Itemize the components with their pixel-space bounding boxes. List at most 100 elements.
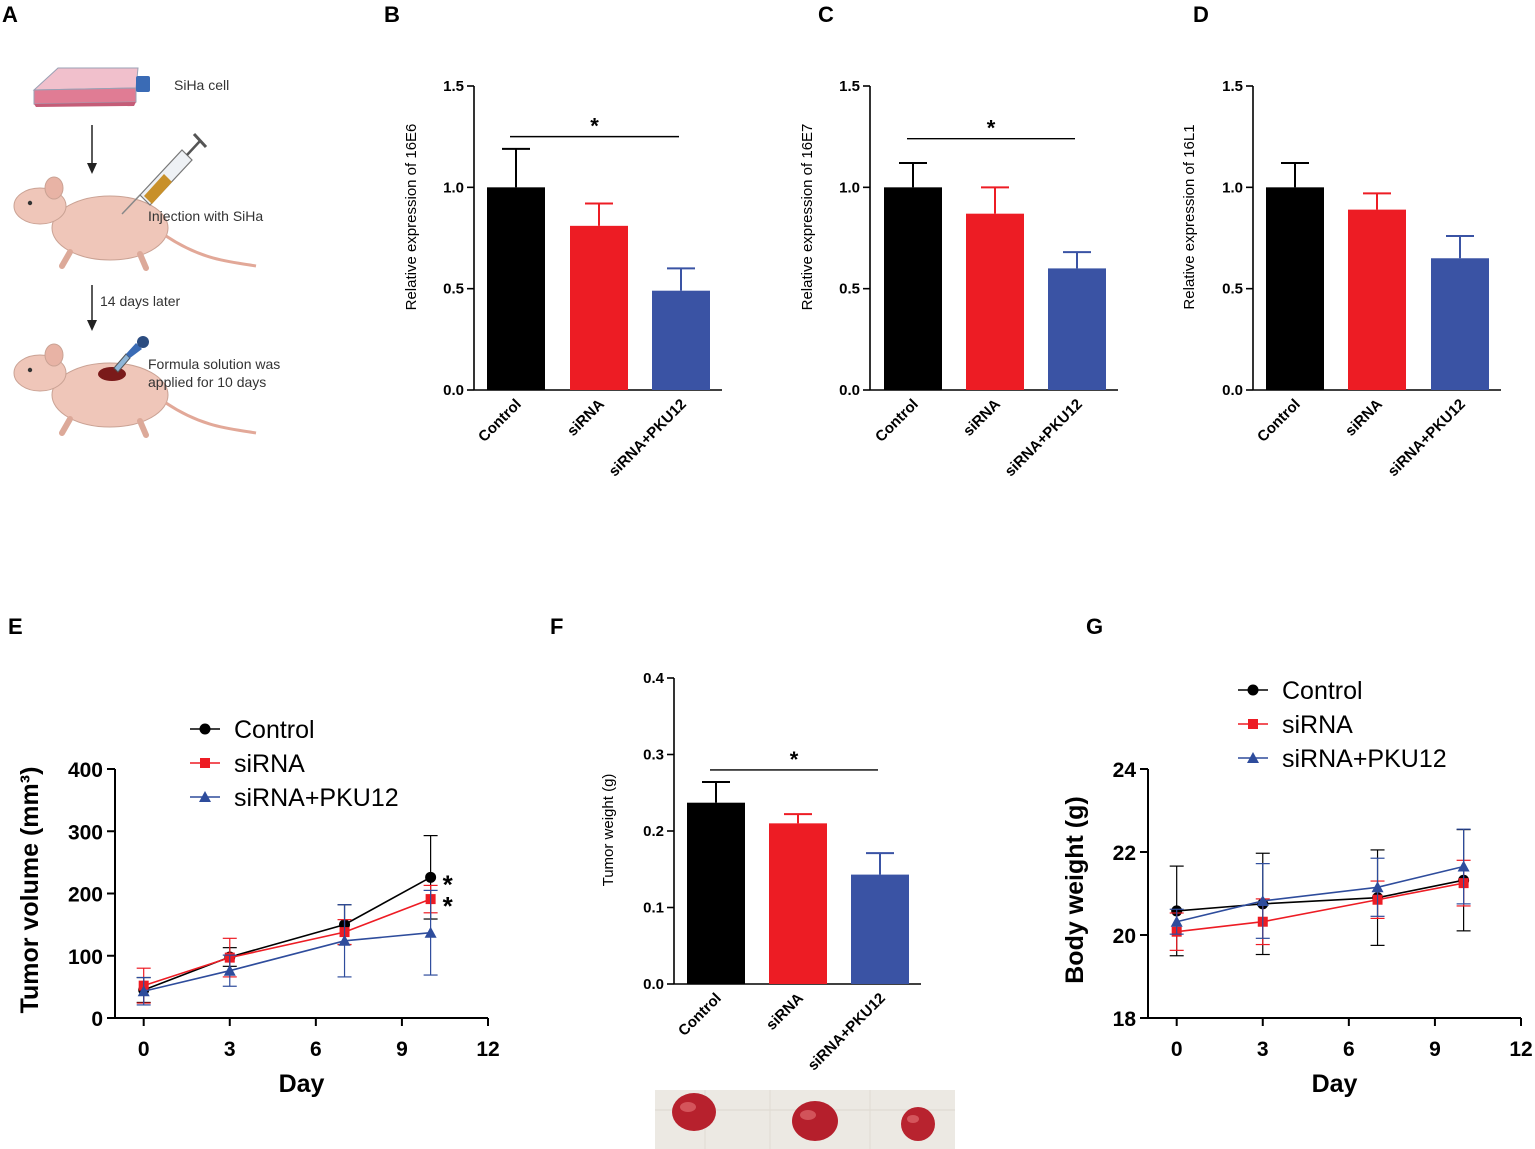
bar-chart-f: 0.0 0.1 0.2 0.3 0.4 Tumor weight (g) Control si… — [600, 670, 921, 1074]
y-tick-label: 0.5 — [443, 281, 464, 298]
down-arrow-icon — [87, 125, 97, 174]
x-category-label: siRNA — [763, 990, 807, 1034]
x-tick-label: 3 — [1257, 1038, 1269, 1061]
y-tick-label: 1.5 — [443, 78, 464, 95]
dropper-icon — [113, 336, 149, 373]
series-sirna — [1169, 859, 1471, 951]
bar-control — [487, 187, 545, 390]
y-tick-label: 0 — [91, 1008, 103, 1031]
schematic-interval: 14 days later — [100, 293, 180, 309]
tumor-photo — [655, 1090, 955, 1149]
legend-marker — [1247, 752, 1259, 763]
series-line — [1176, 882, 1464, 933]
x-category-label: Control — [475, 396, 525, 446]
data-point — [1457, 860, 1470, 872]
y-tick-label: 0.2 — [643, 823, 664, 840]
series-line — [143, 898, 431, 987]
legend-marker — [199, 723, 211, 735]
y-tick-label: 300 — [68, 821, 103, 844]
panel-label-d: D — [1193, 2, 1209, 27]
x-tick-label: 12 — [476, 1038, 499, 1061]
legend-label: siRNA — [1282, 711, 1353, 739]
x-tick-label: 6 — [1343, 1038, 1355, 1061]
schematic-step-formula-1: Formula solution was — [148, 356, 280, 372]
y-tick-label: 1.5 — [839, 78, 860, 95]
schematic-step-injection: Injection with SiHa — [148, 208, 263, 224]
x-category-label: Control — [872, 396, 922, 446]
y-axis-label: Relative expression of 16E7 — [799, 124, 816, 311]
syringe-icon — [121, 132, 208, 215]
bar-sirna-pku12 — [652, 290, 710, 390]
bar-control — [1266, 187, 1324, 390]
series-line — [1176, 879, 1464, 912]
significance-star: * — [443, 891, 454, 921]
legend-label: siRNA+PKU12 — [1282, 745, 1447, 773]
data-point — [1170, 915, 1183, 927]
x-category-label: siRNA — [564, 396, 608, 440]
x-tick-label: 0 — [1171, 1038, 1183, 1061]
bar-sirna-pku12 — [1048, 268, 1106, 390]
data-point — [425, 871, 437, 883]
series-control — [1169, 828, 1471, 957]
charts-layer: 0.0 0.5 1.0 1.5 Relative expression of 16E6 C… — [16, 78, 1533, 1098]
legend-label: Control — [234, 716, 315, 744]
line-chart-e: 0 100 200 300 400 0 3 6 9 12 Day Tumor volume (mm³)… — [16, 716, 500, 1098]
y-tick-label: 0.0 — [643, 976, 664, 993]
y-tick-label: 100 — [68, 946, 103, 969]
y-tick-label: 0.0 — [1222, 382, 1243, 399]
schematic-step-cell: SiHa cell — [174, 77, 229, 93]
mouse-icon — [13, 343, 257, 438]
bar-sirna — [769, 823, 827, 984]
y-tick-label: 400 — [68, 759, 103, 782]
mouse-icon — [13, 176, 257, 271]
line-chart-g: 18 20 22 24 0 3 6 9 12 Day Body weight (g) Control s… — [1061, 677, 1533, 1098]
panel-label-e: E — [8, 614, 23, 639]
y-axis-label: Relative expression of 16L1 — [1181, 124, 1198, 309]
series-control — [136, 835, 438, 1004]
y-tick-label: 0.1 — [643, 900, 664, 917]
data-point — [223, 964, 236, 976]
series-line — [143, 931, 431, 993]
down-arrow-icon — [87, 285, 97, 331]
x-axis-label: Day — [1312, 1070, 1358, 1098]
bar-chart-c: 0.0 0.5 1.0 1.5 Relative expression of 16E7 C… — [799, 78, 1118, 480]
cell-flask-icon — [32, 67, 150, 107]
x-tick-label: 0 — [138, 1038, 150, 1061]
x-category-label: siRNA+PKU12 — [1385, 396, 1469, 480]
x-category-label: siRNA — [1342, 396, 1386, 440]
y-tick-label: 22 — [1113, 842, 1136, 865]
data-point — [137, 985, 150, 997]
bar-sirna — [966, 213, 1024, 390]
bar-chart-b: 0.0 0.5 1.0 1.5 Relative expression of 16E6 C… — [403, 78, 722, 480]
legend-label: siRNA+PKU12 — [234, 784, 399, 812]
series-sirna-pku12 — [136, 889, 438, 1006]
data-point — [424, 926, 437, 938]
bar-sirna-pku12 — [851, 874, 909, 984]
series-line — [1176, 865, 1464, 923]
y-axis-label: Body weight (g) — [1061, 796, 1089, 983]
y-tick-label: 0.0 — [839, 382, 860, 399]
bar-sirna — [1348, 209, 1406, 390]
panel-label-f: F — [550, 614, 563, 639]
y-tick-label: 200 — [68, 884, 103, 907]
panel-label-c: C — [818, 2, 834, 27]
significance-star: * — [590, 114, 599, 139]
y-axis-label: Tumor volume (mm³) — [16, 767, 44, 1014]
bar-control — [687, 802, 745, 984]
series-sirna — [136, 884, 438, 1004]
y-tick-label: 1.5 — [1222, 78, 1243, 95]
x-category-label: Control — [1254, 396, 1304, 446]
legend-marker — [1248, 719, 1258, 729]
data-point — [1371, 881, 1384, 893]
y-tick-label: 0.5 — [839, 281, 860, 298]
panel-label-b: B — [384, 2, 400, 27]
legend-label: Control — [1282, 677, 1363, 705]
significance-star: * — [443, 869, 454, 899]
x-axis-label: Day — [279, 1070, 325, 1098]
x-category-label: siRNA+PKU12 — [1002, 396, 1086, 480]
x-tick-label: 9 — [396, 1038, 408, 1061]
y-axis-label: Tumor weight (g) — [600, 774, 617, 887]
x-category-label: siRNA+PKU12 — [805, 990, 889, 1074]
y-tick-label: 1.0 — [443, 179, 464, 196]
